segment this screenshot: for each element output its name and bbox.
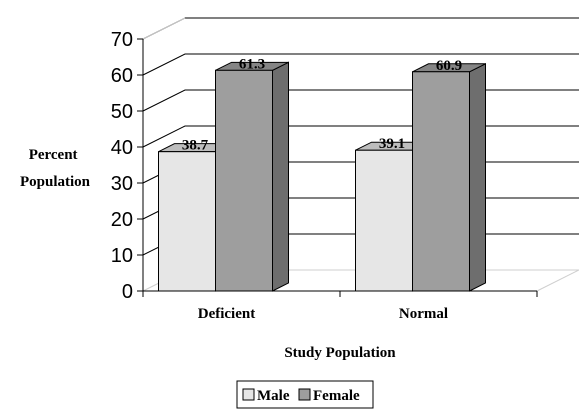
y-tick-label: 50 xyxy=(111,101,133,123)
gridline xyxy=(142,17,579,40)
y-axis-label: Percent Population xyxy=(20,147,91,190)
legend: Male Female xyxy=(236,380,374,409)
y-tick-label: 0 xyxy=(122,281,133,303)
legend-label-male: Male xyxy=(257,388,290,404)
gridline xyxy=(142,53,579,76)
data-labels: 38.7 61.3 39.1 60.9 xyxy=(182,56,462,153)
legend-label-female: Female xyxy=(313,388,360,404)
x-axis-label: Study Population xyxy=(284,345,396,361)
bar xyxy=(158,151,216,292)
legend-swatch-male xyxy=(242,388,255,401)
data-label: 61.3 xyxy=(239,56,265,72)
y-tick-label: 20 xyxy=(111,209,133,231)
y-axis-label-line-1: Percent xyxy=(29,147,78,163)
gridline xyxy=(142,89,579,112)
y-tick-label: 40 xyxy=(111,137,133,159)
data-label: 60.9 xyxy=(436,58,462,74)
y-tick-label: 30 xyxy=(111,173,133,195)
bar-side xyxy=(469,62,486,292)
bar xyxy=(355,149,413,292)
legend-swatch-female xyxy=(298,388,311,401)
bars xyxy=(158,61,486,292)
x-tick-label: Deficient xyxy=(198,306,255,322)
x-tick-label: Normal xyxy=(399,306,448,322)
bar xyxy=(412,71,470,292)
y-tick-label: 70 xyxy=(111,29,133,51)
y-tick-label: 10 xyxy=(111,245,133,267)
y-axis-label-line-2: Population xyxy=(20,174,91,190)
depth-line xyxy=(142,17,186,40)
bar-side xyxy=(272,61,289,292)
data-label: 38.7 xyxy=(182,138,209,154)
bar xyxy=(215,69,273,292)
data-label: 39.1 xyxy=(379,136,405,152)
y-tick-label: 60 xyxy=(111,65,133,87)
